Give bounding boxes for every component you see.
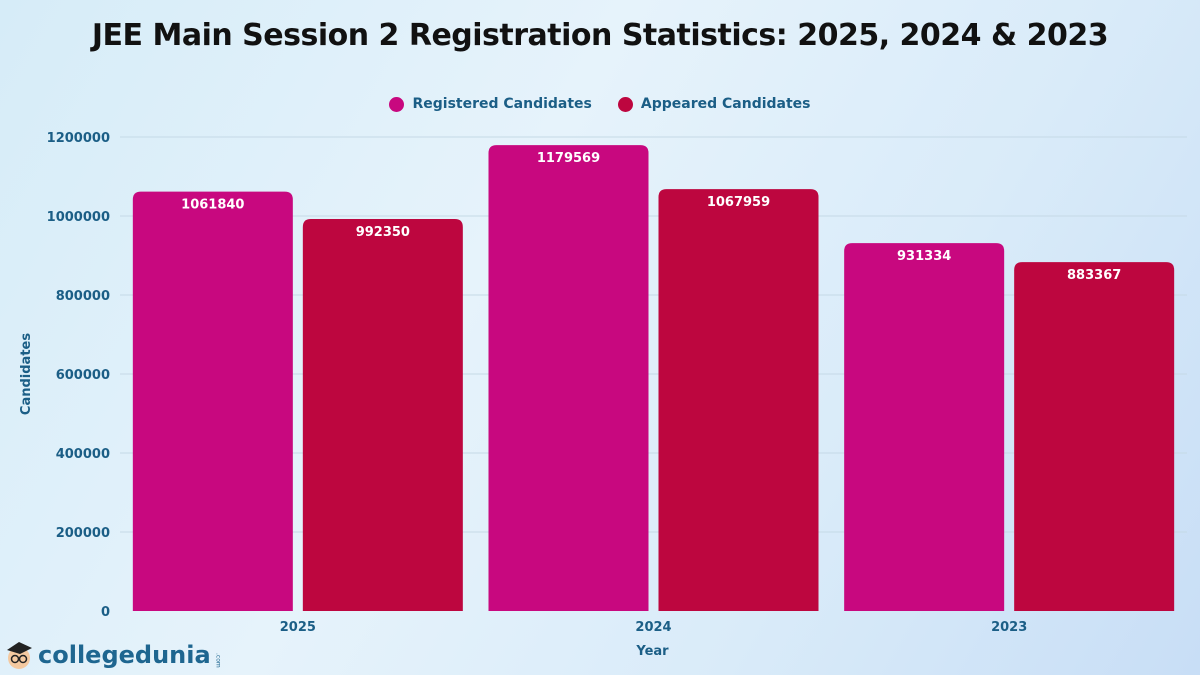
data-label: 883367 <box>1067 268 1121 283</box>
y-tick-label: 1000000 <box>47 210 110 225</box>
legend-item-registered: Registered Candidates <box>389 96 592 112</box>
bar <box>302 219 463 612</box>
y-tick-label: 800000 <box>56 289 110 304</box>
legend-label-appeared: Appeared Candidates <box>640 96 811 112</box>
y-tick-label: 600000 <box>56 368 110 383</box>
collegedunia-logo: collegedunia .com <box>4 638 222 672</box>
legend-item-appeared: Appeared Candidates <box>617 96 811 112</box>
mascot-icon <box>7 642 32 669</box>
y-tick-label: 0 <box>101 605 110 620</box>
x-axis-label: Year <box>635 644 669 659</box>
logo-suffix: .com <box>214 652 222 668</box>
data-label: 1061840 <box>181 198 244 213</box>
chart-title: JEE Main Session 2 Registration Statisti… <box>91 18 1109 53</box>
legend-swatch-appeared <box>617 96 633 112</box>
logo-text: collegedunia <box>38 641 211 669</box>
y-tick-label: 200000 <box>56 526 110 541</box>
data-label: 1067959 <box>707 195 770 210</box>
legend-swatch-registered <box>389 96 405 112</box>
data-label: 992350 <box>356 225 410 240</box>
bar <box>844 243 1005 611</box>
legend-label-registered: Registered Candidates <box>412 96 592 112</box>
x-tick-label: 2024 <box>635 620 671 635</box>
bar <box>132 191 293 612</box>
x-tick-label: 2023 <box>991 620 1027 635</box>
y-axis-label: Candidates <box>19 333 34 415</box>
bar <box>488 145 649 611</box>
bar <box>1014 262 1175 611</box>
data-label: 931334 <box>897 249 951 264</box>
legend: Registered Candidates Appeared Candidate… <box>0 96 1200 112</box>
y-tick-label: 400000 <box>56 447 110 462</box>
bar <box>658 189 819 611</box>
y-tick-label: 1200000 <box>47 131 110 146</box>
x-tick-label: 2025 <box>280 620 316 635</box>
data-label: 1179569 <box>537 151 600 166</box>
